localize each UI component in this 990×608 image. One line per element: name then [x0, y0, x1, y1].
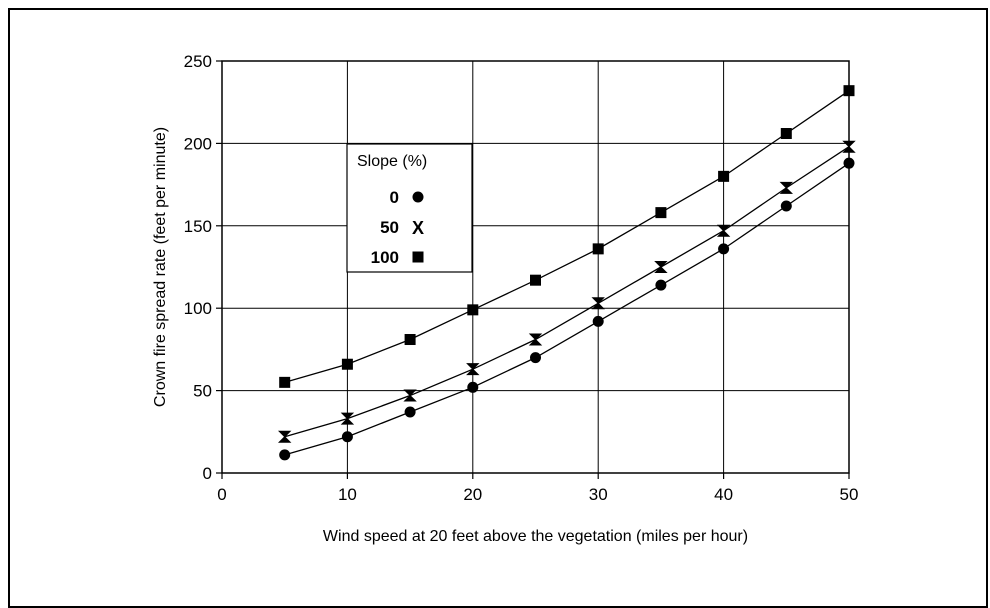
data-point-circle [467, 381, 479, 393]
series-50 [277, 140, 856, 443]
legend-label-50: 50 [380, 218, 399, 237]
x-tick-label: 0 [217, 485, 226, 504]
data-point-square [655, 207, 667, 219]
y-tick-label: 250 [184, 52, 212, 71]
series-0 [279, 157, 855, 461]
legend-box [346, 143, 473, 273]
y-tick-label: 0 [203, 464, 212, 483]
x-axis-ticks: 0 10 20 30 40 50 [217, 473, 858, 504]
y-tick-label: 150 [184, 217, 212, 236]
series-100 [279, 85, 855, 388]
y-tick-label: 200 [184, 134, 212, 153]
y-axis-ticks: 0 50 100 150 200 250 [184, 52, 222, 483]
data-point-x [403, 389, 417, 402]
data-point-x [591, 297, 605, 310]
data-point-square [780, 128, 792, 140]
data-point-x [277, 430, 292, 443]
data-point-square [467, 304, 479, 316]
data-point-circle [780, 200, 792, 212]
data-point-x [779, 181, 794, 194]
x-tick-label: 40 [714, 485, 733, 504]
data-point-x [466, 363, 480, 376]
data-point-square [843, 85, 855, 97]
data-point-x [528, 333, 543, 346]
y-axis-label: Crown fire spread rate (feet per minute) [152, 127, 169, 407]
legend-marker-circle-icon [412, 191, 424, 203]
data-point-circle [718, 243, 730, 255]
data-series [277, 85, 856, 461]
data-point-square [718, 170, 730, 182]
data-point-x [654, 261, 668, 273]
legend-marker-x-icon: X [412, 218, 424, 238]
data-point-circle [843, 157, 855, 169]
data-point-circle [341, 431, 353, 443]
x-tick-label: 50 [840, 485, 859, 504]
x-tick-label: 30 [589, 485, 608, 504]
series-line-50 [284, 146, 850, 438]
legend-label-100: 100 [371, 248, 399, 267]
data-point-square [279, 376, 291, 388]
legend: Slope (%) 0 50 X 100 [346, 143, 473, 273]
x-tick-label: 20 [463, 485, 482, 504]
data-point-circle [530, 352, 541, 364]
plot-area [221, 60, 850, 474]
data-point-square [404, 334, 416, 346]
data-point-x [842, 140, 856, 153]
series-line-100 [284, 90, 850, 383]
data-point-x [340, 412, 355, 425]
x-tick-label: 10 [338, 485, 357, 504]
y-tick-label: 100 [184, 299, 212, 318]
data-point-circle [655, 279, 667, 291]
crown-fire-chart: 0 10 20 30 40 50 0 50 100 150 200 250 Wind speed a… [152, 52, 858, 545]
x-axis-label: Wind speed at 20 feet above the vegetati… [323, 528, 748, 545]
data-point-square [341, 358, 353, 370]
legend-label-0: 0 [390, 188, 399, 207]
data-point-square [530, 274, 541, 286]
legend-marker-square-icon [412, 251, 424, 263]
legend-title: Slope (%) [357, 153, 427, 170]
data-point-circle [592, 315, 604, 327]
grid-lines [221, 60, 850, 474]
y-tick-label: 50 [193, 382, 212, 401]
data-point-square [592, 243, 604, 255]
series-line-0 [284, 162, 850, 456]
data-point-circle [279, 449, 291, 461]
data-point-circle [404, 406, 416, 418]
data-point-x [716, 224, 731, 237]
